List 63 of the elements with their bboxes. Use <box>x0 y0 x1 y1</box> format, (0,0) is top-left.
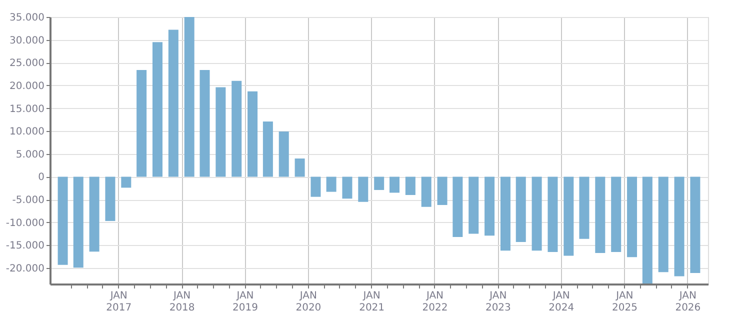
bar <box>405 176 416 195</box>
bar <box>232 80 242 177</box>
bar <box>89 176 100 252</box>
x-tick-label: JAN 2023 <box>485 290 511 313</box>
x-tick-label: JAN 2025 <box>612 290 638 313</box>
y-tick-label: -5.000 <box>12 195 44 206</box>
bar <box>136 70 147 177</box>
bar <box>484 176 495 236</box>
x-tick-label: JAN 2021 <box>359 290 385 313</box>
bar <box>421 176 432 207</box>
bar <box>168 30 178 177</box>
x-tick-label: JAN 2020 <box>296 290 322 313</box>
bar <box>516 176 526 242</box>
y-tick-label: 0 <box>38 172 44 184</box>
x-tick-label: JAN 2019 <box>232 290 258 313</box>
bar <box>642 176 652 284</box>
y-tick-label: -20.000 <box>6 264 44 275</box>
bar <box>674 176 684 276</box>
bar <box>564 176 574 256</box>
bar <box>468 176 479 234</box>
y-tick-label: 15.000 <box>10 104 44 115</box>
bar <box>627 176 638 258</box>
bar <box>452 176 463 237</box>
x-tick-label: JAN 2017 <box>106 290 132 313</box>
bar <box>278 132 289 177</box>
x-tick-label: JAN 2022 <box>422 290 448 313</box>
bar <box>358 176 368 202</box>
y-tick-label: 5.000 <box>16 149 44 160</box>
bar <box>294 158 305 177</box>
bar <box>690 176 700 274</box>
bar <box>152 42 162 177</box>
bar <box>342 176 352 199</box>
bar <box>532 176 542 251</box>
bar <box>248 91 258 177</box>
y-tick-label: -15.000 <box>6 240 44 252</box>
bar <box>184 17 194 177</box>
y-tick-label: 20.000 <box>10 80 44 92</box>
bar <box>262 122 273 177</box>
bar <box>216 87 226 177</box>
bar <box>121 176 132 188</box>
bar <box>389 176 400 193</box>
x-tick-label: JAN 2024 <box>548 290 574 313</box>
bar <box>500 176 510 251</box>
x-tick-label: JAN 2026 <box>675 290 701 313</box>
bar <box>595 176 606 253</box>
bar <box>73 176 84 268</box>
bar <box>579 176 590 239</box>
y-tick-label: 30.000 <box>10 35 44 46</box>
bar <box>310 176 321 197</box>
y-tick-label: 10.000 <box>10 126 44 138</box>
x-tick-label: JAN 2018 <box>169 290 195 313</box>
bar <box>105 176 116 222</box>
y-tick-label: 35.000 <box>10 12 44 24</box>
bar <box>58 176 68 265</box>
bar <box>374 176 384 190</box>
y-tick-label: -10.000 <box>6 218 44 229</box>
bar <box>326 176 336 192</box>
bar <box>658 176 668 272</box>
y-tick-label: 25.000 <box>10 58 44 70</box>
bar <box>548 176 558 252</box>
bar <box>437 176 448 206</box>
bar <box>200 70 210 177</box>
bar <box>611 176 622 252</box>
